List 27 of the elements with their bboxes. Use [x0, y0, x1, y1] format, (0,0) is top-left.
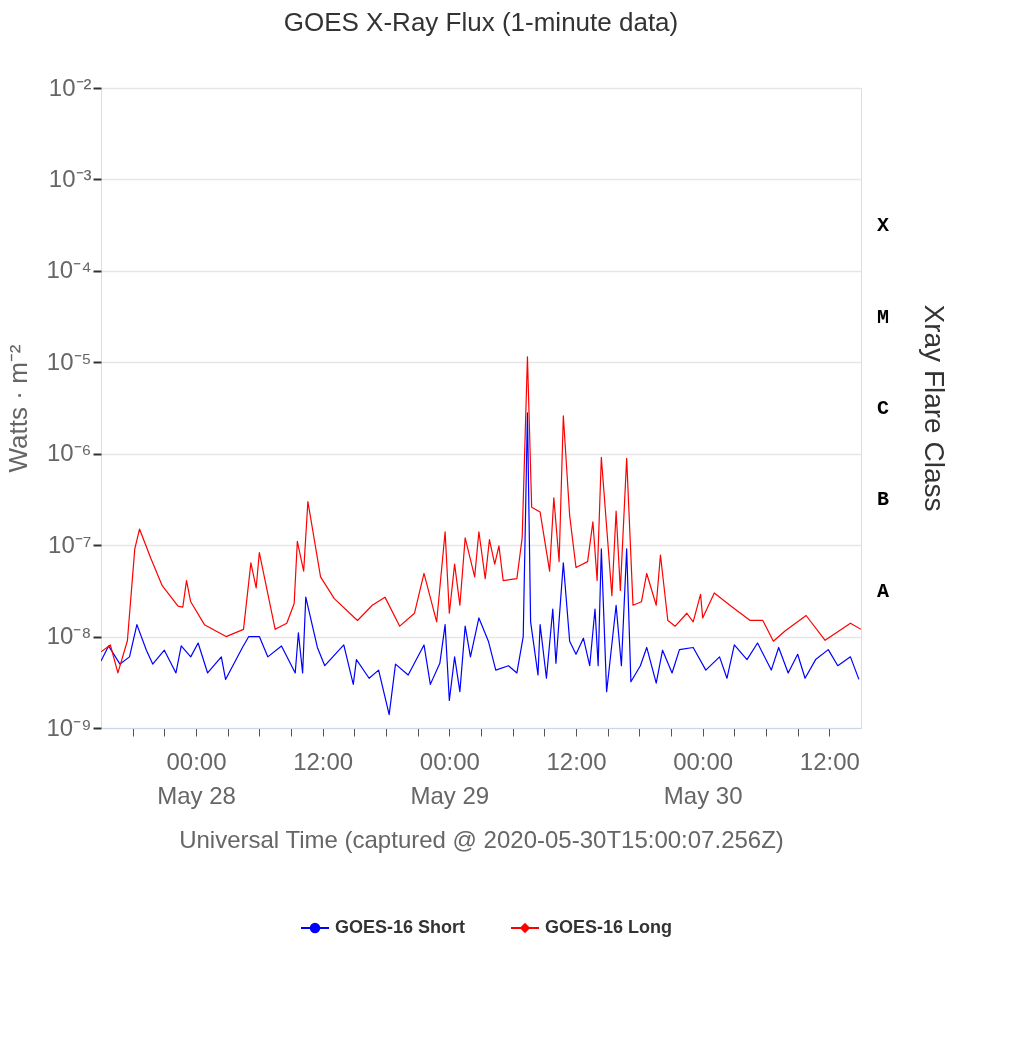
y-tick-label: 10⁻⁸	[46, 622, 92, 650]
text: X	[876, 214, 890, 238]
y-tick-label: 10⁻⁴	[46, 256, 92, 284]
x-tick-label: 00:00 May 29	[410, 747, 490, 809]
y-tick-label: 10⁻³	[48, 164, 92, 192]
x-tick-label: 00:00 May 28	[157, 747, 236, 809]
legend-label: GOES-16 Short	[335, 917, 466, 937]
text: A	[876, 579, 890, 603]
y-tick-label: 10⁻⁵	[46, 347, 92, 375]
y-tick-label: 10⁻⁹	[46, 713, 92, 741]
chart-title: GOES X-Ray Flux (1-minute data)	[283, 7, 679, 37]
x-tick-label: 00:00 May 30	[663, 747, 743, 809]
y-tick-label: 10⁻⁷	[48, 530, 92, 558]
x-tick-label: 12:00	[799, 747, 860, 775]
x-axis-title: Universal Time (captured @ 2020-05-30T15:00:07.256Z)	[179, 825, 784, 853]
text: B	[876, 488, 890, 512]
y2-axis-title: Xray Flare Class	[919, 304, 950, 512]
y-axis-title: Watts · m⁻²	[3, 344, 34, 473]
x-tick-label: 12:00	[546, 747, 607, 775]
text: C	[876, 397, 890, 420]
legend-label: GOES-16 Long	[545, 917, 673, 937]
y-tick-label: 10⁻⁶	[46, 439, 92, 467]
line-series	[101, 412, 860, 716]
text: M	[876, 305, 890, 329]
y-tick-label: 10⁻²	[48, 73, 92, 101]
line-series	[101, 356, 861, 674]
x-tick-label: 12:00	[293, 747, 354, 775]
